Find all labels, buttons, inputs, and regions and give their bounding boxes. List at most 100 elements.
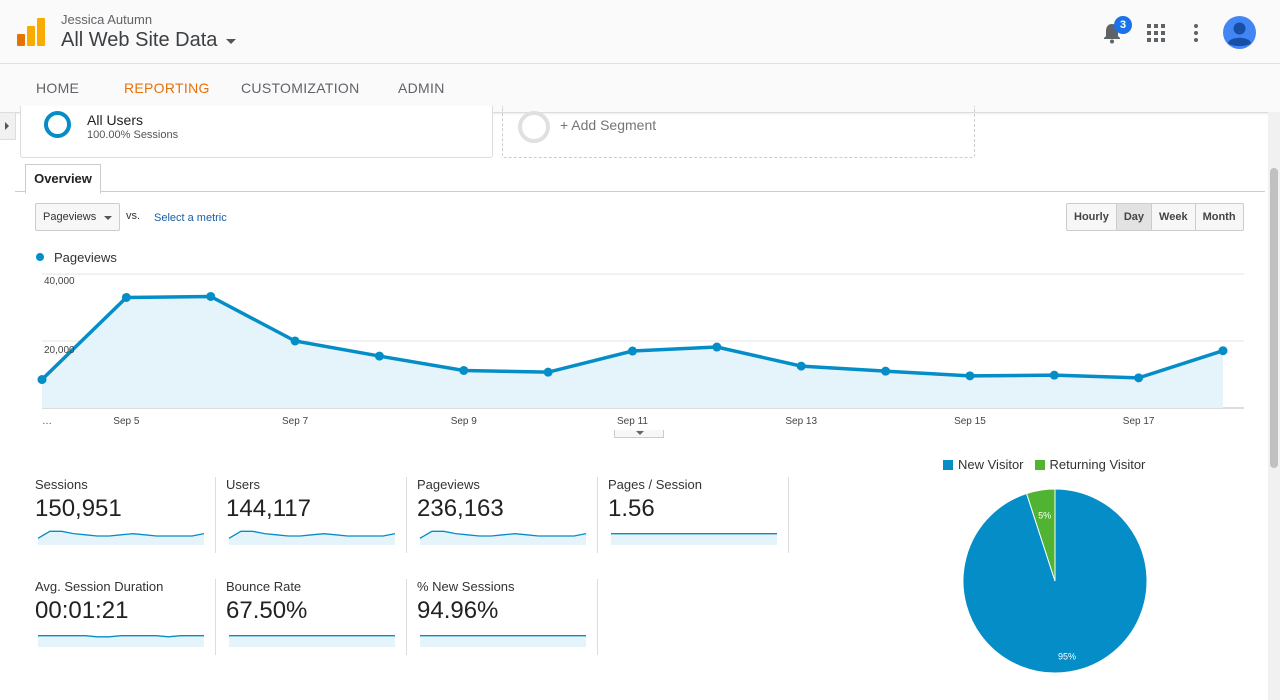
data-point[interactable] bbox=[965, 371, 975, 381]
y-tick-label: 40,000 bbox=[44, 276, 75, 287]
segment-name: All Users bbox=[87, 112, 144, 128]
tile-divider bbox=[406, 477, 407, 553]
add-segment-button[interactable]: + Add Segment bbox=[560, 117, 657, 133]
x-tick-label: Sep 15 bbox=[954, 416, 986, 427]
metric-tile-new-sessions[interactable]: % New Sessions 94.96% bbox=[417, 579, 597, 657]
legend-item-new-visitor[interactable]: New Visitor bbox=[943, 457, 1024, 472]
sidebar-toggle[interactable] bbox=[0, 112, 16, 140]
visitor-type-pie-chart[interactable]: 95% 5% bbox=[962, 488, 1148, 674]
segment-card-all-users[interactable] bbox=[20, 106, 493, 158]
metric-label: Pages / Session bbox=[608, 477, 702, 492]
metric-label: Users bbox=[226, 477, 260, 492]
y-tick-label: 20,000 bbox=[44, 345, 75, 356]
metric-tile-pages-per-session[interactable]: Pages / Session 1.56 bbox=[608, 477, 788, 555]
data-point[interactable] bbox=[1134, 373, 1144, 383]
data-point[interactable] bbox=[374, 351, 384, 361]
data-point[interactable] bbox=[459, 365, 469, 375]
metric-tile-avg-session-duration[interactable]: Avg. Session Duration 00:01:21 bbox=[35, 579, 215, 657]
top-header bbox=[0, 0, 1280, 63]
sparkline bbox=[420, 635, 586, 647]
segment-sessions-share: 100.00% Sessions bbox=[87, 129, 179, 141]
sparkline-area bbox=[229, 635, 395, 647]
legend-label-pageviews: Pageviews bbox=[54, 250, 117, 265]
legend-label: New Visitor bbox=[958, 457, 1024, 472]
pageviews-line-chart[interactable]: 40,000 20,000 … Sep 5 Sep 7 Sep 9 Sep 11 Sep 1… bbox=[30, 268, 1250, 430]
apps-grid-icon[interactable] bbox=[1147, 24, 1165, 42]
metric-dropdown-value: Pageviews bbox=[43, 211, 97, 223]
caret-down-icon bbox=[226, 39, 237, 44]
x-tick-label: Sep 9 bbox=[451, 416, 478, 427]
metric-tile-sessions[interactable]: Sessions 150,951 bbox=[35, 477, 215, 555]
metric-tile-pageviews[interactable]: Pageviews 236,163 bbox=[417, 477, 597, 555]
legend-swatch-pageviews bbox=[36, 253, 44, 261]
metric-value: 144,117 bbox=[226, 495, 311, 522]
nav-tab-customization[interactable]: CUSTOMIZATION bbox=[241, 80, 360, 96]
metric-label: Pageviews bbox=[417, 477, 480, 492]
metric-value: 67.50% bbox=[226, 597, 308, 624]
nav-tab-home[interactable]: HOME bbox=[36, 80, 80, 96]
metric-label: Avg. Session Duration bbox=[35, 579, 164, 594]
legend-swatch bbox=[1034, 459, 1045, 470]
sparkline bbox=[38, 635, 204, 647]
select-metric-link[interactable]: Select a metric bbox=[154, 212, 227, 224]
caret-down-icon bbox=[636, 431, 644, 435]
tile-divider bbox=[215, 579, 216, 655]
sparkline-line bbox=[38, 635, 204, 638]
data-point[interactable] bbox=[121, 292, 131, 302]
sparkline bbox=[419, 530, 587, 545]
account-name: Jessica Autumn bbox=[61, 12, 153, 27]
user-avatar-icon[interactable] bbox=[1223, 16, 1256, 49]
pie-slice-label: 5% bbox=[1038, 511, 1051, 521]
x-tick-label: Sep 7 bbox=[282, 416, 309, 427]
metric-dropdown[interactable]: Pageviews bbox=[35, 203, 120, 231]
add-segment-card[interactable] bbox=[502, 106, 975, 158]
metric-label: Sessions bbox=[35, 477, 88, 492]
legend-swatch bbox=[943, 459, 953, 470]
more-vert-icon[interactable] bbox=[1190, 23, 1202, 43]
granularity-hourly-button[interactable]: Hourly bbox=[1074, 211, 1109, 223]
tile-divider bbox=[406, 579, 407, 655]
data-point[interactable] bbox=[206, 291, 216, 301]
data-point[interactable] bbox=[543, 367, 553, 377]
x-tick-label: Sep 11 bbox=[617, 416, 648, 427]
metric-tile-bounce-rate[interactable]: Bounce Rate 67.50% bbox=[226, 579, 406, 657]
sparkline-area bbox=[229, 531, 395, 545]
metric-tile-users[interactable]: Users 144,117 bbox=[226, 477, 406, 555]
tile-divider bbox=[597, 579, 598, 655]
data-point[interactable] bbox=[881, 366, 891, 376]
x-tick-label: Sep 13 bbox=[785, 416, 817, 427]
sparkline-area bbox=[38, 635, 204, 647]
property-selector[interactable]: All Web Site Data bbox=[61, 29, 237, 52]
granularity-month-button[interactable]: Month bbox=[1194, 204, 1243, 230]
granularity-day-button[interactable]: Day bbox=[1115, 204, 1152, 230]
sparkline-line bbox=[228, 530, 396, 539]
metric-value: 94.96% bbox=[417, 597, 499, 624]
data-point[interactable] bbox=[796, 361, 806, 371]
sparkline-area bbox=[420, 531, 586, 545]
legend-item-returning-visitor[interactable]: Returning Visitor bbox=[1034, 457, 1146, 472]
analytics-logo-icon[interactable] bbox=[17, 18, 45, 46]
x-tick-label: … bbox=[42, 416, 52, 427]
data-point[interactable] bbox=[290, 336, 300, 346]
sparkline bbox=[611, 533, 777, 545]
tab-overview[interactable]: Overview bbox=[25, 164, 101, 194]
data-point[interactable] bbox=[1218, 346, 1228, 356]
main-nav: HOME REPORTING CUSTOMIZATION ADMIN bbox=[0, 63, 1280, 113]
pie-legend: New Visitor Returning Visitor bbox=[943, 457, 1156, 472]
tile-divider bbox=[597, 477, 598, 553]
data-point[interactable] bbox=[37, 375, 47, 385]
pie-slice-returning-visitor[interactable] bbox=[1025, 488, 1056, 582]
metric-value: 00:01:21 bbox=[35, 597, 129, 624]
data-point[interactable] bbox=[628, 346, 637, 356]
data-point[interactable] bbox=[1049, 370, 1059, 380]
sparkline-area bbox=[420, 635, 586, 647]
data-point[interactable] bbox=[712, 342, 722, 352]
chart-expand-toggle[interactable] bbox=[614, 430, 664, 438]
scrollbar-thumb[interactable] bbox=[1270, 168, 1278, 468]
legend-label: Returning Visitor bbox=[1049, 457, 1146, 472]
sparkline-line bbox=[37, 530, 205, 539]
nav-tab-admin[interactable]: ADMIN bbox=[398, 80, 445, 96]
sparkline-area bbox=[38, 531, 204, 545]
granularity-week-button[interactable]: Week bbox=[1151, 204, 1195, 230]
nav-tab-reporting[interactable]: REPORTING bbox=[124, 64, 210, 112]
